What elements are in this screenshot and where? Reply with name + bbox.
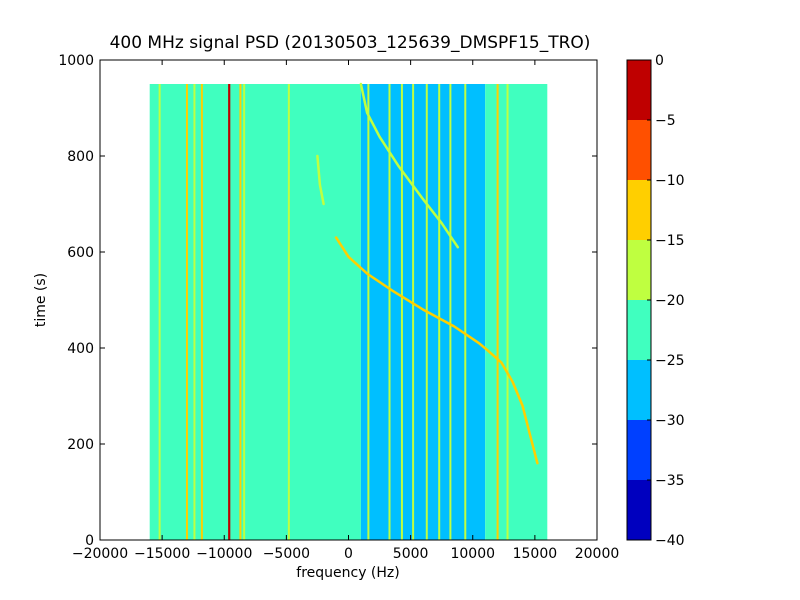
y-tick-label: 0 — [85, 533, 94, 549]
x-tick-label: −10000 — [196, 546, 252, 562]
colorbar-band-1 — [627, 420, 651, 480]
y-axis-label: time (s) — [33, 273, 49, 327]
y-tick-label: 1000 — [58, 53, 94, 69]
x-tick-label: 15000 — [513, 546, 558, 562]
colorbar-tick-label: −25 — [655, 353, 685, 369]
doppler-trace-1 — [359, 82, 460, 249]
colorbar-band-6 — [627, 120, 651, 180]
colorbar-band-7 — [627, 60, 651, 120]
chart-title: 400 MHz signal PSD (20130503_125639_DMSP… — [110, 33, 591, 53]
x-tick-label: 20000 — [575, 546, 620, 562]
x-axis-ticks: −20000 −15000 −10000 −5000 0 5000 10000 15000 20… — [72, 60, 619, 562]
colorbar-tick-label: −20 — [655, 293, 685, 309]
colorbar-tick-label: −40 — [655, 533, 685, 549]
colorbar-band-4 — [627, 240, 651, 300]
doppler-trace-2 — [334, 236, 539, 465]
colorbar-tick-label: −5 — [655, 113, 676, 129]
colorbar-tick-label: −10 — [655, 173, 685, 189]
y-tick-label: 200 — [67, 437, 94, 453]
x-tick-label: 10000 — [450, 546, 495, 562]
x-tick-label: 0 — [344, 546, 353, 562]
x-tick-label: 5000 — [393, 546, 429, 562]
y-tick-label: 400 — [67, 341, 94, 357]
colorbar-tick-label: −35 — [655, 473, 685, 489]
colorbar: 0 −5 −10 −15 −20 −25 −30 −35 −40 — [626, 53, 685, 549]
x-tick-label: −15000 — [134, 546, 190, 562]
colorbar-tick-label: 0 — [655, 53, 664, 69]
colorbar-band-2 — [627, 360, 651, 420]
colorbar-tick-label: −15 — [655, 233, 685, 249]
psd-region-0 — [149, 84, 361, 540]
x-tick-label: −20000 — [72, 546, 128, 562]
doppler-trace-0 — [316, 154, 325, 206]
y-axis-ticks: 0 200 400 600 800 1000 — [58, 53, 597, 549]
colorbar-band-3 — [627, 300, 651, 360]
colorbar-band-5 — [627, 180, 651, 240]
psd-region-1 — [360, 84, 486, 540]
colorbar-band-0 — [627, 480, 651, 540]
x-tick-label: −5000 — [263, 546, 310, 562]
colorbar-tick-label: −30 — [655, 413, 685, 429]
y-tick-label: 800 — [67, 149, 94, 165]
y-tick-label: 600 — [67, 245, 94, 261]
plot-area — [99, 59, 598, 541]
x-axis-label: frequency (Hz) — [296, 565, 399, 581]
psd-region-2 — [485, 84, 548, 540]
